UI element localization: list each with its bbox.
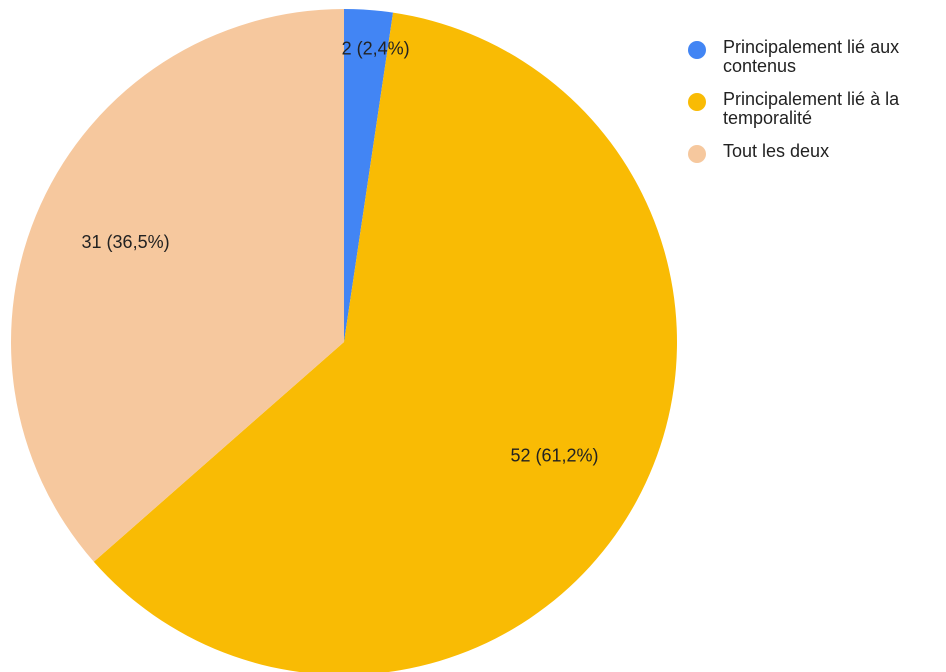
legend-swatch-temporalite xyxy=(688,93,706,111)
data-label-tout-les-deux: 31 (36,5%) xyxy=(82,232,170,252)
legend-item-contenus[interactable]: Principalement lié aux contenus xyxy=(688,38,946,76)
legend-label-tout-les-deux: Tout les deux xyxy=(723,141,830,161)
slice-tout-les-deux[interactable] xyxy=(10,9,344,562)
legend: Principalement lié aux contenus Principa… xyxy=(688,38,946,177)
legend-item-tout-les-deux[interactable]: Tout les deux xyxy=(688,142,946,163)
data-label-contenus: 2 (2,4%) xyxy=(342,39,410,59)
legend-item-temporalite[interactable]: Principalement lié à la temporalité xyxy=(688,90,946,128)
legend-swatch-contenus xyxy=(688,41,706,59)
data-label-temporalite: 52 (61,2%) xyxy=(510,445,598,465)
legend-label-temporalite: Principalement lié à la temporalité xyxy=(723,89,900,128)
slice-temporalite[interactable] xyxy=(93,12,677,672)
slice-contenus[interactable] xyxy=(344,9,394,342)
legend-swatch-tout-les-deux xyxy=(688,145,706,163)
legend-label-contenus: Principalement lié aux contenus xyxy=(723,37,900,76)
